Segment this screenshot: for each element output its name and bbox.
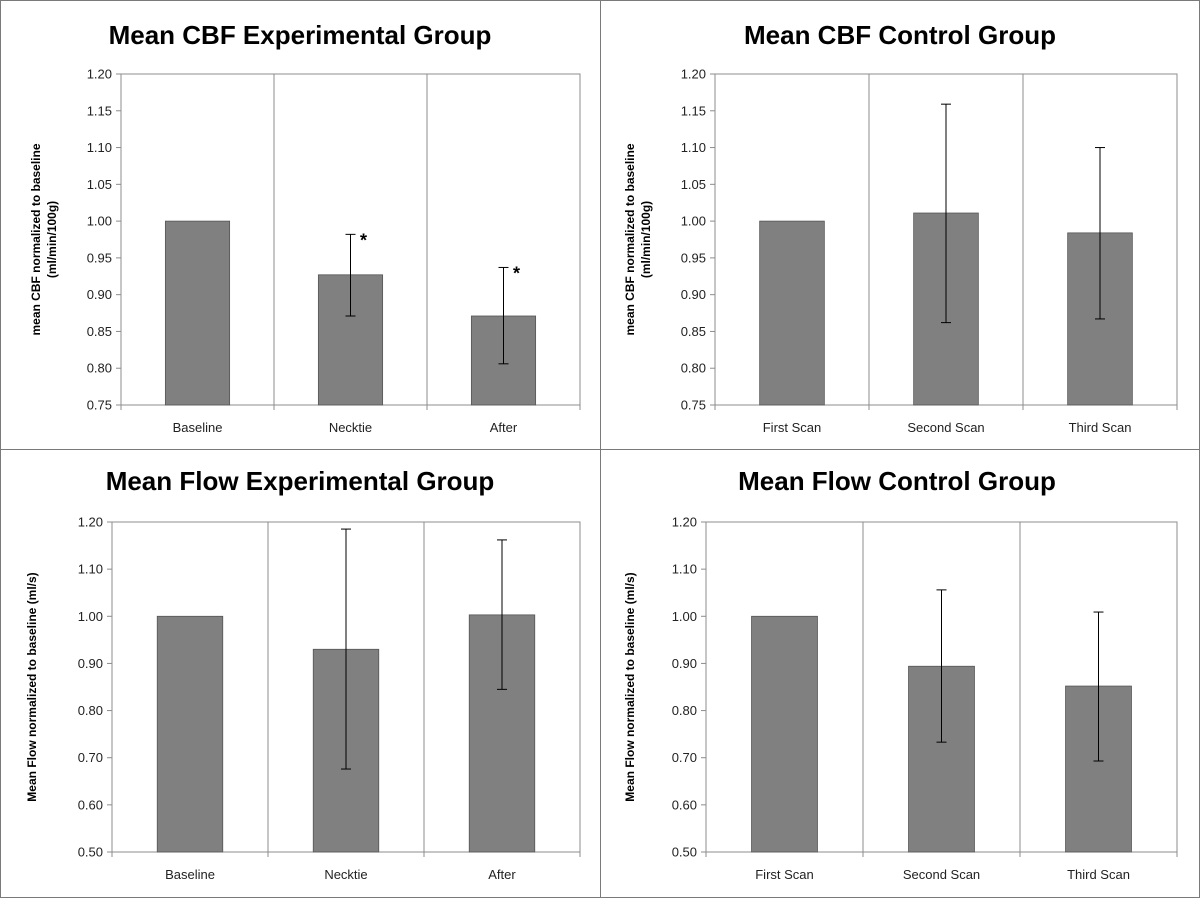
- y-tick-label: 1.05: [681, 177, 706, 192]
- chart-panel-cbf-experimental: Mean CBF Experimental Group 0.75 0.80 0.85 0…: [0, 0, 600, 449]
- y-tick-label: 0.90: [87, 287, 112, 302]
- y-tick-label: 0.80: [78, 703, 103, 718]
- y-tick-label: 1.20: [87, 67, 112, 82]
- x-category-label: Necktie: [329, 420, 372, 435]
- chart-panel-flow-control: Mean Flow Control Group 0.50 0.60 0.70 0.80 0…: [600, 449, 1200, 898]
- y-tick-label: 1.00: [672, 609, 697, 624]
- y-tick-label: 1.10: [87, 140, 112, 155]
- significance-marker: *: [513, 263, 520, 283]
- y-tick-label: 0.60: [672, 797, 697, 812]
- x-category-label: First Scan: [763, 420, 822, 435]
- x-category-label: Third Scan: [1069, 420, 1132, 435]
- y-tick-label: 0.90: [78, 656, 103, 671]
- y-tick-label: 1.00: [78, 609, 103, 624]
- chart-panel-flow-experimental: Mean Flow Experimental Group 0.50 0.60 0.70…: [0, 449, 600, 898]
- significance-marker: *: [360, 230, 367, 250]
- x-category-label: Necktie: [324, 867, 367, 882]
- bar-first-scan: [751, 615, 818, 853]
- chart-flow-experimental: Mean Flow Experimental Group 0.50 0.60 0.70…: [25, 466, 581, 882]
- chart-flow-control: Mean Flow Control Group 0.50 0.60 0.70 0.80 0…: [623, 466, 1178, 882]
- y-tick-label: 0.50: [672, 845, 697, 860]
- y-axis-label: Mean Flow normalized to baseline (ml/s): [25, 572, 39, 801]
- x-category-label: First Scan: [755, 867, 814, 882]
- y-tick-label: 1.15: [87, 103, 112, 118]
- chart-cbf-control: Mean CBF Control Group 0.75 0.80 0.85 0.90 0.…: [623, 20, 1178, 435]
- y-tick-label: 0.95: [681, 250, 706, 265]
- y-tick-label: 0.70: [78, 750, 103, 765]
- y-tick-label: 1.10: [78, 562, 103, 577]
- bar-baseline: [164, 220, 231, 406]
- x-category-label: Baseline: [165, 867, 215, 882]
- y-tick-label: 0.80: [87, 361, 112, 376]
- chart-title: Mean Flow Experimental Group: [106, 466, 495, 496]
- y-tick-label: 0.85: [87, 324, 112, 339]
- y-tick-label: 1.00: [681, 214, 706, 229]
- y-tick-label: 0.90: [672, 656, 697, 671]
- chart-title: Mean CBF Control Group: [744, 20, 1056, 50]
- chart-cbf-experimental: Mean CBF Experimental Group 0.75 0.80 0.85 0…: [29, 20, 581, 435]
- y-tick-label: 0.80: [672, 703, 697, 718]
- chart-title: Mean Flow Control Group: [738, 466, 1056, 496]
- bar-first-scan: [759, 220, 825, 406]
- y-tick-label: 0.75: [87, 398, 112, 413]
- y-tick-label: 0.50: [78, 845, 103, 860]
- y-tick-label: 1.20: [672, 515, 697, 530]
- y-axis-label: Mean Flow normalized to baseline (ml/s): [623, 572, 637, 801]
- y-tick-label: 0.95: [87, 250, 112, 265]
- x-category-label: Baseline: [173, 420, 223, 435]
- y-tick-label: 1.20: [681, 67, 706, 82]
- y-tick-label: 0.70: [672, 750, 697, 765]
- x-category-label: Second Scan: [903, 867, 980, 882]
- y-tick-label: 1.15: [681, 103, 706, 118]
- y-tick-label: 0.75: [681, 398, 706, 413]
- x-category-label: Second Scan: [907, 420, 984, 435]
- chart-title: Mean CBF Experimental Group: [109, 20, 492, 50]
- y-tick-label: 0.60: [78, 797, 103, 812]
- y-axis-label: mean CBF normalized to baseline (ml/min/1…: [29, 143, 59, 335]
- y-axis-label: mean CBF normalized to baseline (ml/min/1…: [623, 143, 653, 335]
- y-tick-label: 1.10: [672, 562, 697, 577]
- y-tick-label: 1.10: [681, 140, 706, 155]
- bar-baseline: [156, 615, 224, 853]
- x-category-label: After: [490, 420, 518, 435]
- x-category-label: After: [488, 867, 516, 882]
- chart-panel-cbf-control: Mean CBF Control Group 0.75 0.80 0.85 0.90 0.…: [600, 0, 1200, 449]
- y-tick-label: 0.80: [681, 361, 706, 376]
- y-tick-label: 1.00: [87, 214, 112, 229]
- y-tick-label: 0.90: [681, 287, 706, 302]
- y-tick-label: 1.05: [87, 177, 112, 192]
- x-category-label: Third Scan: [1067, 867, 1130, 882]
- y-tick-label: 1.20: [78, 515, 103, 530]
- horizontal-divider: [0, 449, 1200, 450]
- y-tick-label: 0.85: [681, 324, 706, 339]
